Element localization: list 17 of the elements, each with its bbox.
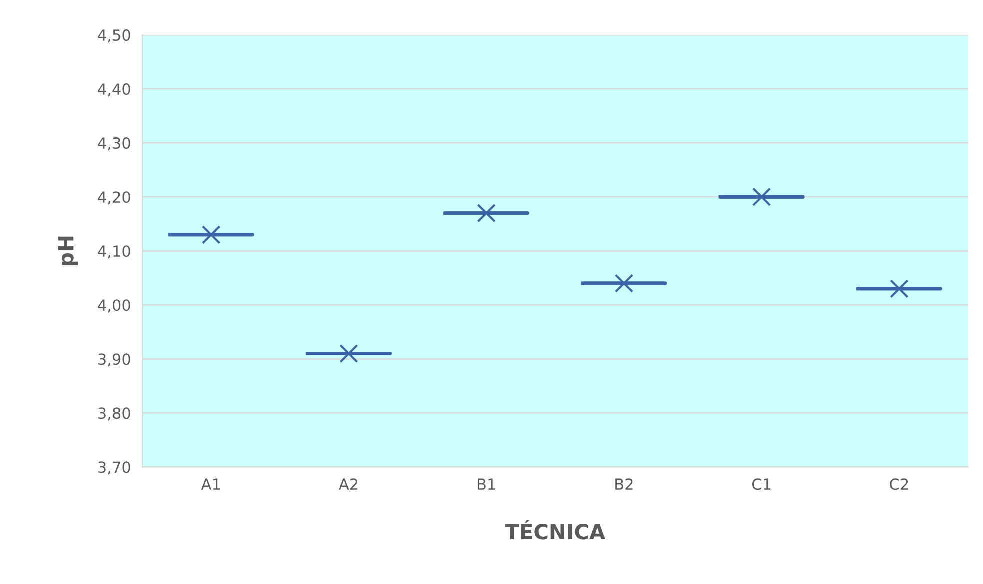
x-tick-label: B1 [478, 478, 496, 490]
y-tick-label: 4,50 [98, 30, 130, 43]
x-axis-title: TÉCNICA [505, 520, 606, 540]
x-tick-label: B2 [616, 478, 633, 490]
x-tick-label: A2 [339, 478, 358, 490]
y-tick-label: 3,90 [98, 354, 130, 367]
y-tick-label: 3,80 [98, 408, 130, 421]
y-tick-label: 3,70 [98, 462, 130, 475]
y-tick-label: 4,40 [98, 84, 130, 97]
x-tick-label: C2 [890, 478, 908, 490]
y-tick-label: 4,30 [98, 138, 130, 151]
y-axis-title: pH [58, 236, 78, 266]
y-tick-label: 4,20 [98, 192, 130, 205]
x-tick-label: C1 [752, 478, 771, 490]
x-tick-label: A1 [201, 478, 220, 490]
y-tick-label: 4,00 [98, 300, 130, 313]
y-tick-label: 4,10 [98, 246, 130, 259]
